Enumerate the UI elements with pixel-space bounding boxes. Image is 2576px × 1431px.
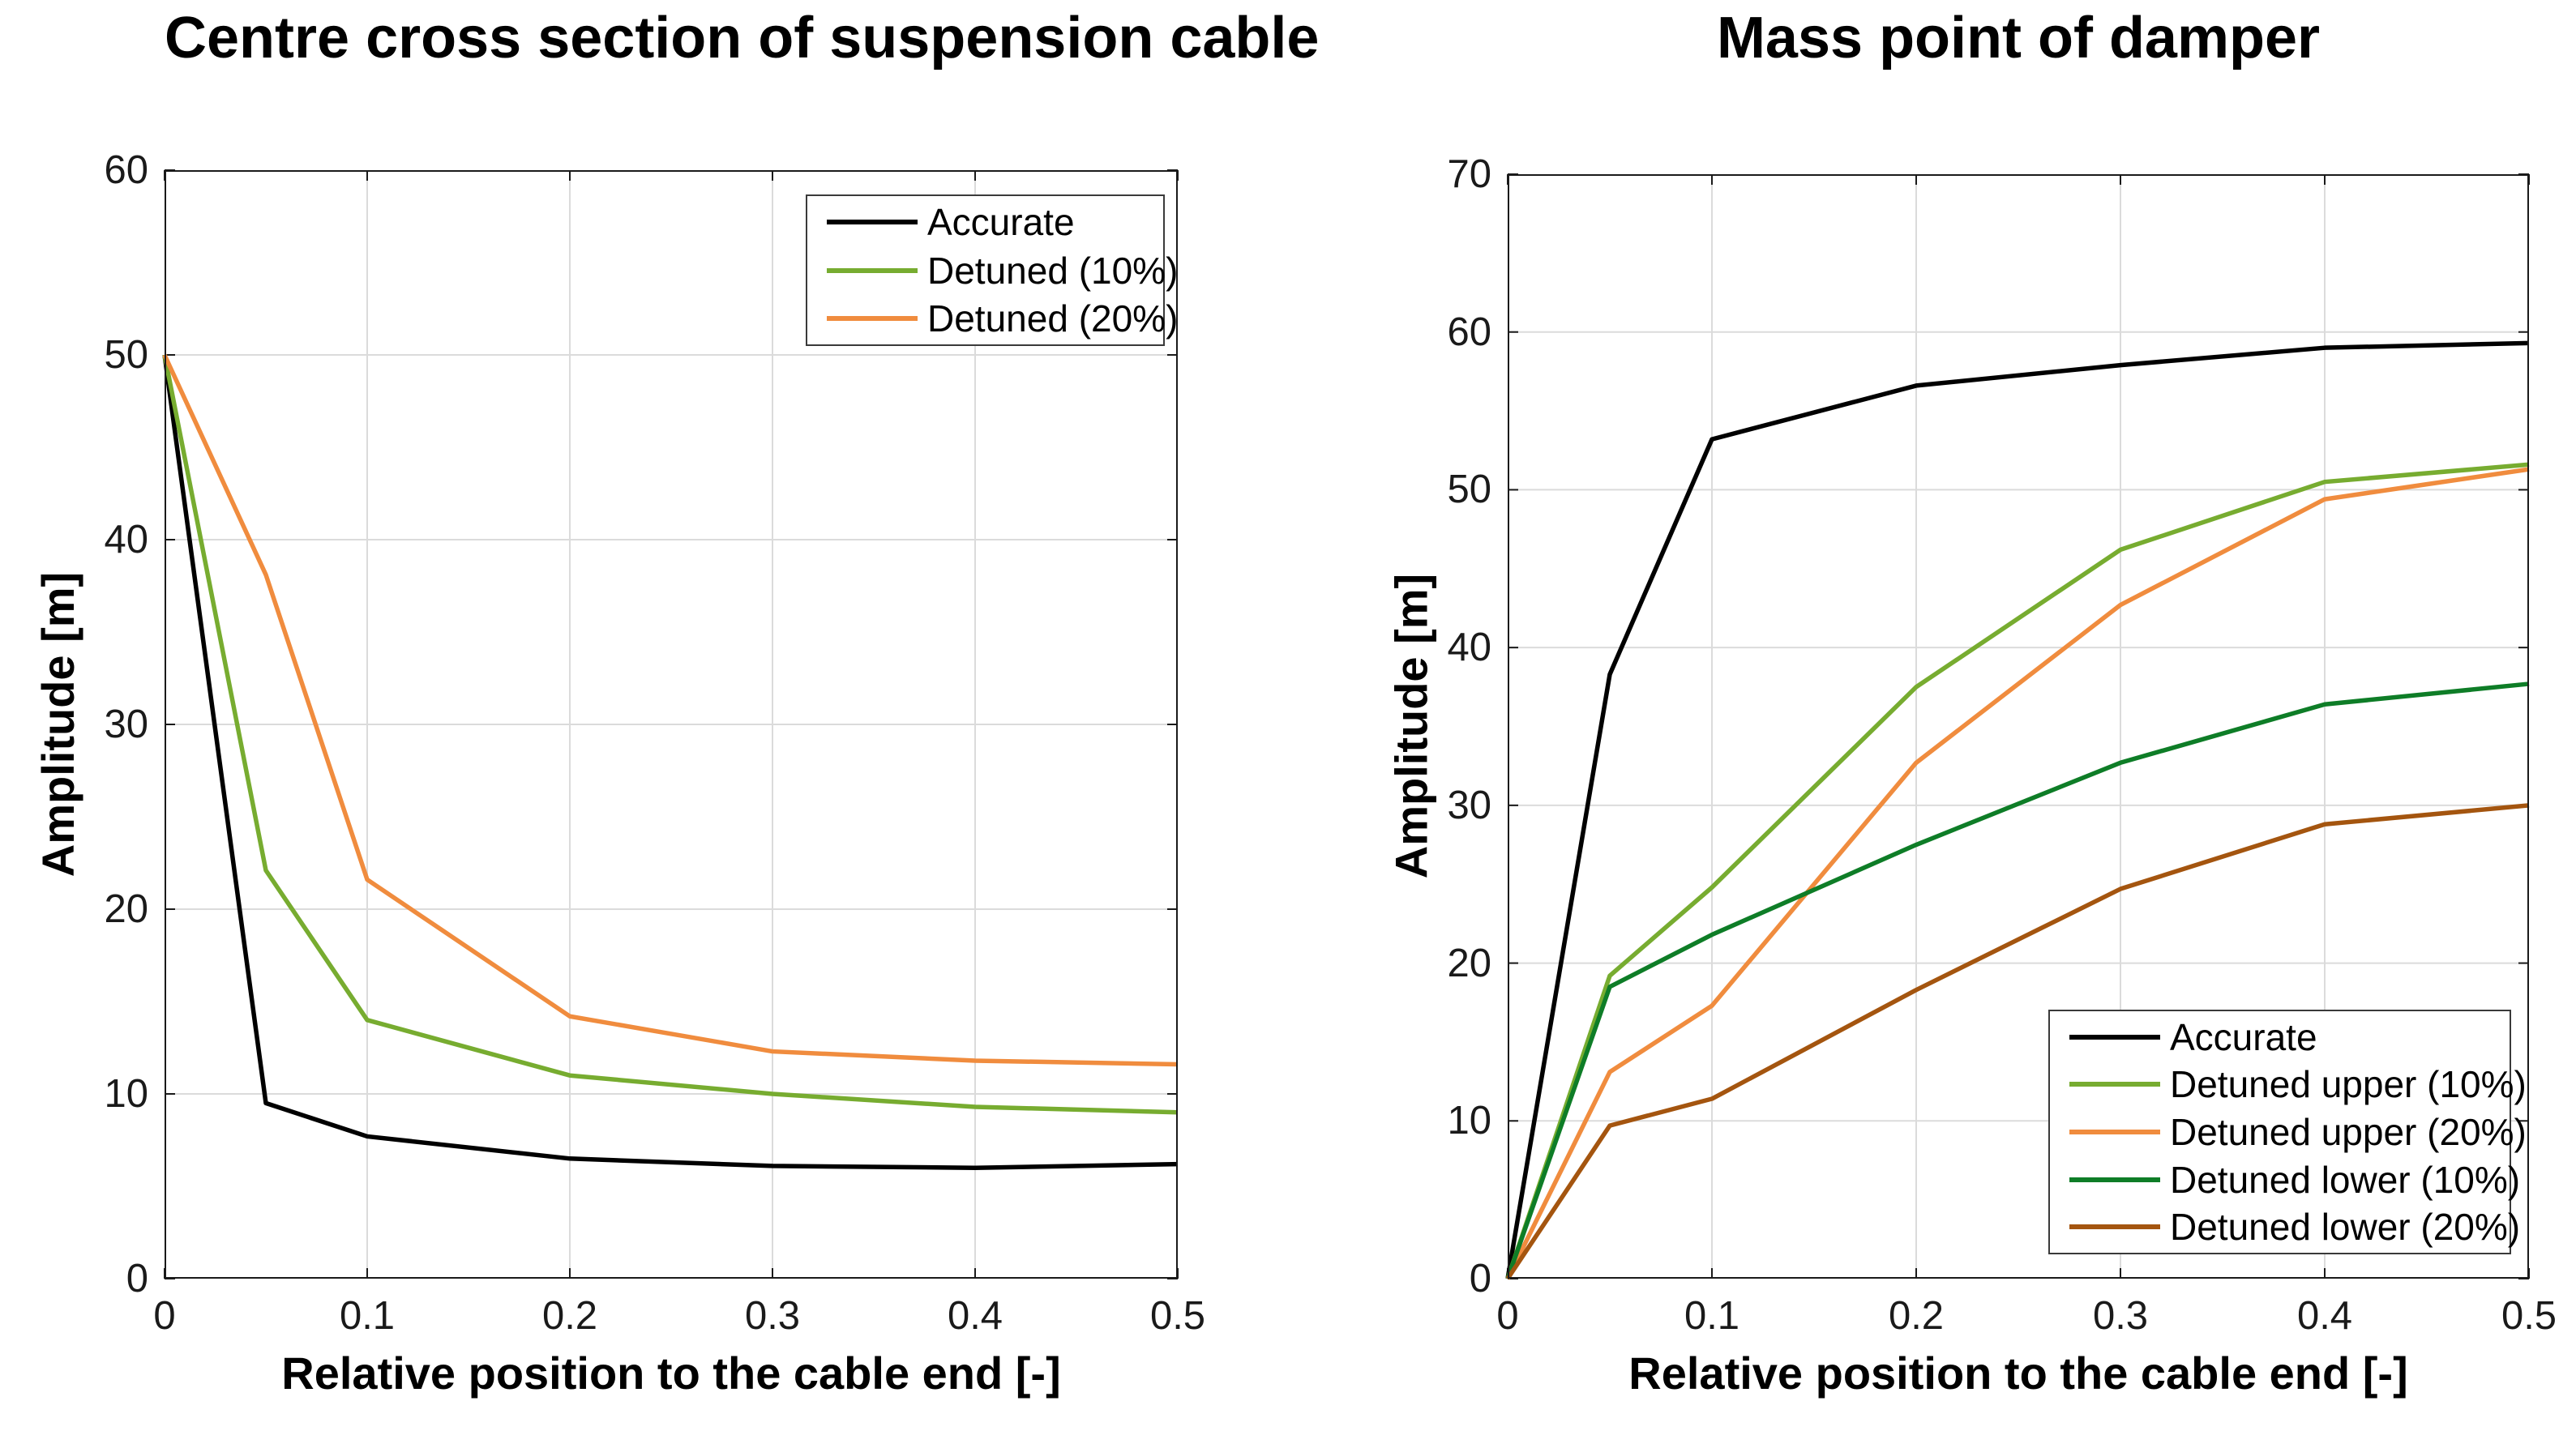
y-tick-label: 10 (104, 1072, 148, 1116)
left-chart-title: Centre cross section of suspension cable (165, 6, 1320, 70)
series-line-detuned-10 (162, 354, 1179, 1115)
right-chart-title: Mass point of damper (1716, 6, 2321, 70)
legend-row: Detuned (10%) (807, 249, 1178, 293)
legend-row: Accurate (2050, 1015, 2510, 1059)
y-tick-label: 40 (104, 518, 148, 562)
x-tick-label: 0.1 (339, 1294, 396, 1338)
legend-line-sample (827, 267, 918, 273)
right-plot-area: Accurate Detuned upper (10%) Detuned upper… (1447, 155, 2557, 1336)
legend-line-sample (2069, 1224, 2160, 1230)
x-tick-label: 0.3 (2092, 1294, 2149, 1338)
series-line-detuned-20 (162, 353, 1179, 1067)
legend-row: Detuned lower (20%) (2050, 1205, 2520, 1249)
x-tick-label: 0 (1496, 1294, 1519, 1338)
y-tick-label: 30 (104, 703, 148, 746)
x-tick-label: 0 (153, 1294, 176, 1338)
x-tick-label: 0.3 (744, 1294, 801, 1338)
legend-row: Detuned upper (10%) (2050, 1062, 2527, 1106)
series-line-detuned-lower-20 (1505, 803, 2530, 1280)
x-tick-label: 0.2 (541, 1294, 598, 1338)
legend-line-sample (827, 315, 918, 321)
legend-label: Detuned lower (20%) (2170, 1206, 2521, 1249)
x-tick-label: 0.5 (1149, 1294, 1206, 1338)
y-tick-label: 10 (1447, 1099, 1491, 1143)
legend-label: Detuned (10%) (927, 249, 1179, 292)
x-tick-label: 0.5 (2501, 1294, 2557, 1338)
series-line-detuned-upper-20 (1505, 467, 2530, 1280)
y-tick-label: 0 (126, 1257, 148, 1301)
y-tick-label: 20 (1447, 941, 1491, 985)
legend-line-sample (2069, 1177, 2160, 1182)
legend-label: Detuned lower (10%) (2170, 1158, 2521, 1201)
x-tick-label: 0.2 (1888, 1294, 1945, 1338)
legend-row: Detuned upper (20%) (2050, 1110, 2527, 1154)
y-tick-label: 50 (104, 333, 148, 377)
y-tick-label: 50 (1447, 468, 1491, 512)
legend-label: Accurate (2170, 1015, 2317, 1058)
y-tick-label: 30 (1447, 783, 1491, 827)
x-tick-label: 0.1 (1684, 1294, 1740, 1338)
legend-label: Detuned upper (20%) (2170, 1110, 2527, 1153)
y-tick-label: 60 (1447, 310, 1491, 354)
right-legend: Accurate Detuned upper (10%) Detuned upper… (2048, 1010, 2527, 1254)
series-line-accurate (1505, 340, 2530, 1279)
x-tick-label: 0.4 (947, 1294, 1003, 1338)
series-line-detuned-lower-10 (1505, 681, 2530, 1279)
left-plot-area: Accurate Detuned (10%) Detuned (20%) 0 0.1 0… (104, 151, 1205, 1336)
series-line-detuned-upper-10 (1505, 462, 2530, 1279)
left-x-axis-label: Relative position to the cable end [-] (281, 1348, 1061, 1399)
y-tick-label: 20 (104, 887, 148, 931)
legend-line-sample (2069, 1129, 2160, 1134)
y-tick-label: 70 (1447, 152, 1491, 196)
legend-line-sample (2069, 1082, 2160, 1087)
y-tick-label: 40 (1447, 626, 1491, 670)
legend-line-sample (827, 220, 918, 225)
plot-svg (162, 169, 1179, 1279)
legend-line-sample (2069, 1034, 2160, 1040)
left-legend: Accurate Detuned (10%) Detuned (20%) (806, 194, 1178, 346)
legend-label: Detuned (20%) (927, 297, 1179, 340)
legend-row: Detuned lower (10%) (2050, 1158, 2520, 1202)
axes-box (1508, 174, 2529, 1279)
legend-row: Accurate (807, 200, 1163, 244)
y-tick-label: 0 (1469, 1257, 1491, 1301)
series-line-accurate (162, 354, 1179, 1170)
plot-svg (1505, 173, 2530, 1280)
right-x-axis-label: Relative position to the cable end [-] (1628, 1348, 2408, 1399)
legend-label: Detuned upper (10%) (2170, 1063, 2527, 1106)
legend-row: Detuned (20%) (807, 297, 1178, 340)
y-tick-label: 60 (104, 148, 148, 192)
x-tick-label: 0.4 (2296, 1294, 2353, 1338)
legend-label: Accurate (927, 201, 1075, 244)
axes-box (165, 170, 1178, 1279)
